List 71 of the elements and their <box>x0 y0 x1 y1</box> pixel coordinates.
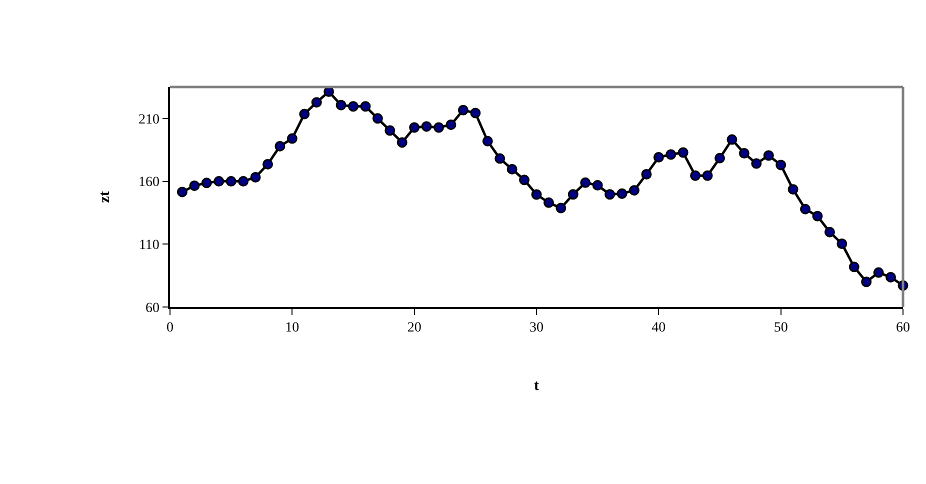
point <box>788 184 798 195</box>
point <box>458 104 468 116</box>
y-tick-label: 160 <box>138 175 160 190</box>
x-tick-label: 50 <box>774 320 788 336</box>
point <box>726 134 738 145</box>
x-tick-label: 20 <box>407 320 422 336</box>
x-tick-label: 40 <box>652 320 666 336</box>
point <box>678 147 688 158</box>
point <box>506 164 518 174</box>
point <box>848 262 860 272</box>
point <box>702 170 713 181</box>
point <box>470 108 481 118</box>
point <box>776 160 786 170</box>
point <box>384 125 396 136</box>
point <box>836 238 848 250</box>
x-tick-label: 30 <box>530 320 544 336</box>
point <box>286 133 298 144</box>
point <box>580 177 591 188</box>
y-axis-title: zt <box>97 191 114 203</box>
x-tick-label: 0 <box>166 320 174 336</box>
point <box>421 121 432 132</box>
x-tick-label: 10 <box>285 320 300 336</box>
point <box>861 276 872 288</box>
point <box>886 272 896 282</box>
point <box>690 170 701 181</box>
point <box>519 174 530 186</box>
point <box>824 226 835 238</box>
point <box>360 101 371 112</box>
point <box>800 204 811 214</box>
point <box>201 178 212 188</box>
point <box>604 189 616 200</box>
point <box>873 267 884 278</box>
point <box>556 202 566 214</box>
point <box>214 176 224 187</box>
point <box>238 176 249 187</box>
point <box>348 101 358 112</box>
point <box>641 169 652 180</box>
y-tick-label: 110 <box>138 238 160 254</box>
point <box>250 172 261 183</box>
point <box>531 189 542 200</box>
point <box>494 153 506 164</box>
point <box>666 149 676 160</box>
point <box>176 186 188 198</box>
y-tick-label: 210 <box>138 112 160 128</box>
point <box>751 158 762 169</box>
point <box>543 197 554 208</box>
point <box>434 122 444 133</box>
point <box>409 122 420 133</box>
point <box>568 189 578 200</box>
y-tick-label: 60 <box>145 300 160 316</box>
point <box>714 152 725 164</box>
point <box>299 108 310 120</box>
point <box>336 100 346 110</box>
point <box>738 148 750 158</box>
point <box>592 180 603 191</box>
point <box>653 152 664 163</box>
point <box>372 113 383 124</box>
point <box>812 210 823 222</box>
x-axis-title: t <box>534 378 539 394</box>
x-tick-label: 60 <box>896 320 910 336</box>
point <box>763 150 774 161</box>
point <box>226 176 236 187</box>
point <box>446 119 456 130</box>
point <box>262 158 273 170</box>
point <box>274 140 286 152</box>
point <box>628 185 640 196</box>
point <box>616 188 628 199</box>
point <box>189 180 200 191</box>
point <box>482 136 493 146</box>
point <box>396 137 408 148</box>
point <box>311 97 322 108</box>
